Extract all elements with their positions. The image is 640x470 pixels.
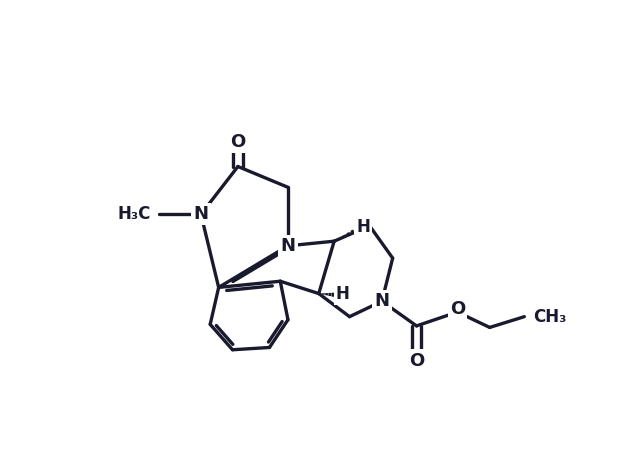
Text: O: O xyxy=(230,133,246,151)
Text: O: O xyxy=(450,300,465,318)
Text: H: H xyxy=(356,219,371,236)
Text: N: N xyxy=(280,237,296,255)
Text: O: O xyxy=(409,352,424,369)
Text: H: H xyxy=(336,284,349,303)
Text: N: N xyxy=(193,205,209,223)
Text: H₃C: H₃C xyxy=(118,205,151,223)
Text: CH₃: CH₃ xyxy=(534,308,567,326)
Text: N: N xyxy=(374,292,389,310)
